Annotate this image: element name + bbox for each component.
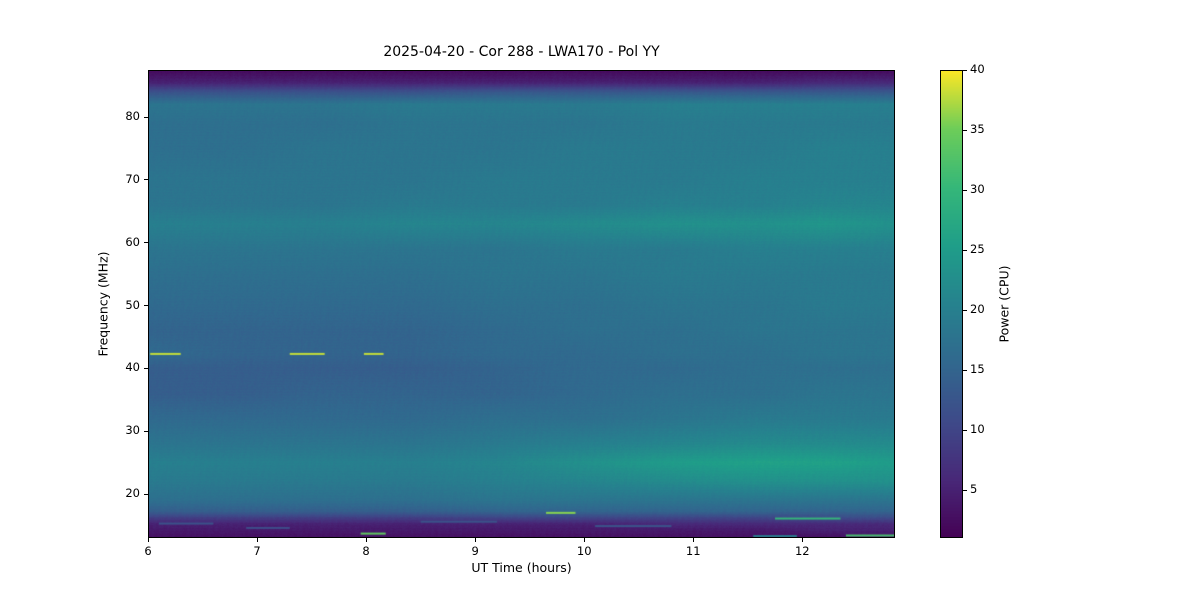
colorbar-tick-label: 10 bbox=[970, 422, 985, 436]
colorbar-tick-mark bbox=[963, 189, 967, 191]
y-tick-label: 50 bbox=[125, 297, 140, 312]
y-tick-mark bbox=[144, 430, 148, 432]
x-tick-label: 10 bbox=[576, 544, 592, 558]
x-tick-label: 8 bbox=[362, 544, 370, 558]
x-axis-label: UT Time (hours) bbox=[471, 560, 572, 575]
x-tick-mark bbox=[801, 538, 803, 542]
x-tick-mark bbox=[147, 538, 149, 542]
x-tick-mark bbox=[474, 538, 476, 542]
y-tick-label: 20 bbox=[125, 486, 140, 501]
colorbar-tick-label: 15 bbox=[970, 362, 985, 376]
spectrogram-heatmap bbox=[148, 70, 895, 538]
y-tick-label: 80 bbox=[125, 109, 140, 124]
y-tick-mark bbox=[144, 367, 148, 369]
colorbar-tick-mark bbox=[963, 369, 967, 371]
colorbar-tick-label: 30 bbox=[970, 182, 985, 196]
x-tick-label: 12 bbox=[794, 544, 810, 558]
x-tick-label: 9 bbox=[471, 544, 479, 558]
x-tick-mark bbox=[583, 538, 585, 542]
colorbar-tick-label: 5 bbox=[970, 482, 978, 496]
y-tick-label: 70 bbox=[125, 171, 140, 186]
x-tick-mark bbox=[365, 538, 367, 542]
colorbar-tick-label: 40 bbox=[970, 62, 985, 76]
colorbar-tick-mark bbox=[963, 249, 967, 251]
y-tick-label: 30 bbox=[125, 423, 140, 438]
x-tick-label: 11 bbox=[685, 544, 701, 558]
y-tick-mark bbox=[144, 242, 148, 244]
x-tick-label: 7 bbox=[253, 544, 261, 558]
colorbar bbox=[940, 70, 963, 538]
y-tick-mark bbox=[144, 179, 148, 181]
y-tick-label: 40 bbox=[125, 360, 140, 375]
colorbar-tick-label: 35 bbox=[970, 122, 985, 136]
colorbar-tick-mark bbox=[963, 429, 967, 431]
chart-title: 2025-04-20 - Cor 288 - LWA170 - Pol YY bbox=[383, 44, 660, 60]
y-tick-mark bbox=[144, 305, 148, 307]
colorbar-tick-mark bbox=[963, 129, 967, 131]
x-tick-mark bbox=[256, 538, 258, 542]
colorbar-tick-label: 25 bbox=[970, 242, 985, 256]
colorbar-tick-label: 20 bbox=[970, 302, 985, 316]
y-tick-mark bbox=[144, 493, 148, 495]
y-tick-label: 60 bbox=[125, 234, 140, 249]
x-tick-mark bbox=[692, 538, 694, 542]
y-tick-mark bbox=[144, 116, 148, 118]
colorbar-tick-mark bbox=[963, 489, 967, 491]
colorbar-tick-mark bbox=[963, 309, 967, 311]
x-tick-label: 6 bbox=[144, 544, 152, 558]
colorbar-tick-mark bbox=[963, 69, 967, 71]
